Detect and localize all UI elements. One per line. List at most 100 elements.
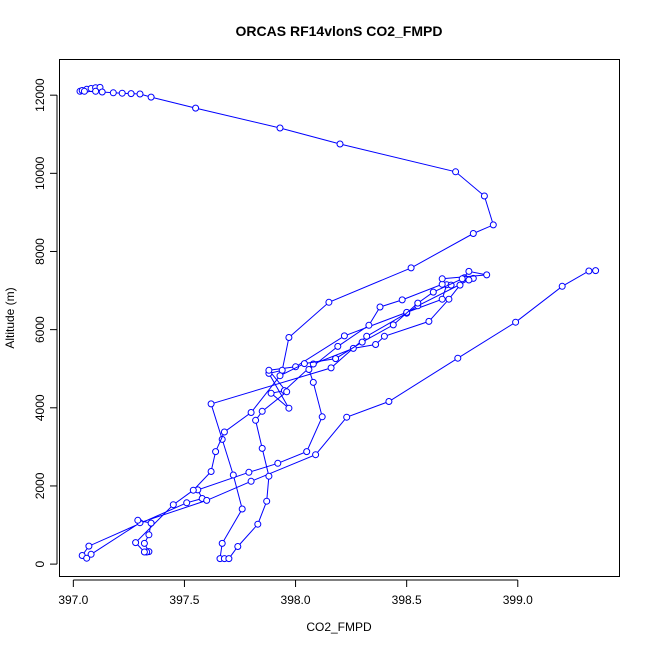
data-point	[207, 400, 215, 408]
data-point	[452, 168, 460, 176]
data-point	[327, 364, 335, 372]
data-point	[245, 468, 253, 476]
data-point	[429, 288, 437, 296]
plot-frame	[59, 59, 620, 577]
data-point	[203, 496, 211, 504]
x-axis-label: CO2_FMPD	[306, 620, 372, 634]
data-point	[87, 550, 95, 558]
data-point	[134, 516, 142, 524]
x-tick-label: 398.0	[281, 593, 311, 607]
data-point	[558, 282, 566, 290]
data-point	[380, 332, 388, 340]
data-point	[140, 539, 148, 547]
y-tick-label: 0	[33, 560, 47, 567]
data-point	[303, 448, 311, 456]
data-point	[265, 366, 273, 374]
data-point	[218, 539, 226, 547]
data-point	[585, 267, 593, 275]
y-axis: 0 2000 4000 6000 8000 10000 12000	[33, 78, 58, 567]
data-point	[258, 444, 266, 452]
data-point	[247, 477, 255, 485]
data-point	[183, 499, 191, 507]
data-point	[385, 398, 393, 405]
data-point	[276, 124, 284, 132]
data-point	[220, 428, 228, 436]
y-tick-label: 6000	[33, 316, 47, 343]
data-point	[336, 140, 344, 148]
data-point	[309, 378, 317, 386]
data-point	[265, 472, 273, 480]
data-point	[234, 543, 242, 550]
data-point	[109, 89, 117, 97]
y-tick-label: 12000	[33, 78, 47, 112]
data-point	[140, 548, 148, 556]
data-point	[312, 451, 320, 459]
data-point	[285, 404, 293, 412]
data-point	[414, 299, 422, 307]
data-point	[438, 275, 446, 283]
y-axis-label: Altitude (m)	[3, 287, 17, 348]
data-point	[225, 555, 233, 563]
data-point	[98, 88, 106, 96]
x-axis: 397.0 397.5 398.0 398.5 399.0	[58, 579, 533, 607]
data-point	[358, 338, 366, 346]
x-tick-label: 399.0	[503, 593, 533, 607]
data-point	[343, 413, 351, 421]
data-point	[592, 267, 600, 275]
data-point	[398, 296, 406, 304]
data-point	[132, 539, 140, 547]
data-point	[147, 93, 155, 101]
data-point	[458, 275, 466, 283]
data-point	[407, 264, 415, 272]
data-point	[276, 372, 284, 380]
data-point	[332, 355, 340, 363]
data-point	[118, 89, 126, 97]
data-point	[169, 501, 177, 509]
data-point	[189, 486, 197, 494]
data-point	[136, 90, 144, 98]
data-point	[456, 281, 464, 289]
data-point	[425, 317, 433, 325]
y-tick-label: 10000	[33, 156, 47, 190]
data-point	[258, 407, 266, 415]
data-point	[512, 318, 520, 326]
data-point	[300, 360, 308, 368]
data-point	[325, 298, 333, 306]
data-point	[263, 497, 271, 505]
data-point	[254, 520, 262, 528]
data-point	[305, 366, 313, 373]
x-tick-label: 397.5	[169, 593, 199, 607]
data-point	[334, 342, 342, 350]
data-point	[247, 409, 255, 416]
data-point	[469, 230, 477, 237]
data-point	[365, 321, 373, 329]
data-point	[283, 388, 291, 396]
data-point	[267, 389, 275, 397]
data-point	[483, 271, 491, 279]
data-point	[85, 542, 93, 550]
x-tick-label: 397.0	[58, 593, 88, 607]
data-point	[252, 416, 260, 424]
y-tick-label: 2000	[33, 472, 47, 499]
data-point	[83, 554, 91, 562]
data-point	[212, 448, 220, 456]
data-point	[340, 332, 348, 340]
y-tick-label: 8000	[33, 238, 47, 265]
data-point	[480, 192, 488, 200]
chart-title: ORCAS RF14vlonS CO2_FMPD	[236, 23, 443, 39]
y-tick-label: 4000	[33, 394, 47, 421]
data-point	[274, 459, 282, 467]
data-point	[80, 87, 88, 95]
data-point	[376, 303, 384, 311]
plot-area	[76, 83, 600, 563]
data-point	[127, 90, 135, 98]
data-point	[438, 295, 446, 303]
data-point	[207, 468, 215, 475]
series-2-line	[134, 270, 487, 553]
data-point	[465, 276, 473, 284]
data-point	[92, 87, 100, 95]
x-tick-label: 398.5	[392, 593, 422, 607]
data-point	[465, 267, 473, 275]
data-point	[229, 471, 237, 479]
